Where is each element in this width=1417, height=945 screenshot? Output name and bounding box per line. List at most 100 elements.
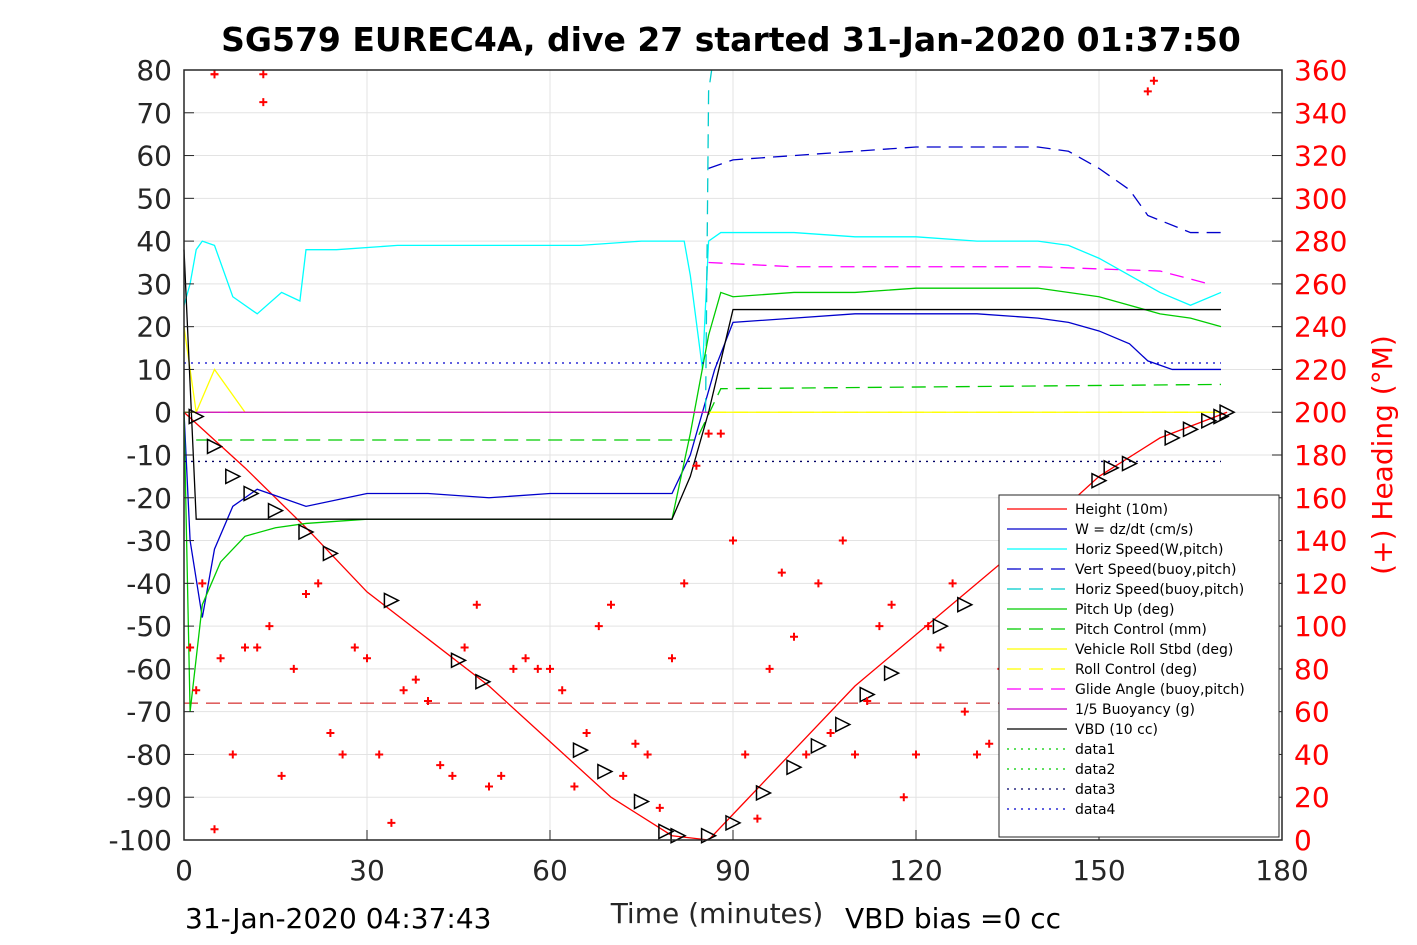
heading-marker xyxy=(802,750,811,759)
legend-label: Vert Speed(buoy,pitch) xyxy=(1075,562,1237,578)
legend-label: Pitch Up (deg) xyxy=(1075,602,1174,618)
y-tick-label: -30 xyxy=(126,525,172,558)
y-tick-label: 0 xyxy=(154,396,172,429)
heading-marker xyxy=(948,579,957,588)
heading-marker xyxy=(497,771,506,780)
height-marker xyxy=(835,716,852,733)
y-tick-label: -40 xyxy=(126,567,172,600)
heading-marker xyxy=(326,729,335,738)
heading-marker xyxy=(216,654,225,663)
height-marker xyxy=(633,793,651,810)
heading-marker xyxy=(692,461,701,470)
heading-marker xyxy=(814,579,823,588)
height-marker xyxy=(188,408,205,425)
legend-label: VBD (10 cc) xyxy=(1075,722,1158,738)
legend-label: data3 xyxy=(1075,782,1115,798)
heading-marker xyxy=(643,750,652,759)
heading-marker xyxy=(448,771,457,780)
heading-marker xyxy=(241,643,249,652)
heading-marker xyxy=(570,782,579,791)
y-tick-label: 50 xyxy=(136,182,172,215)
legend-label: Horiz Speed(buoy,pitch) xyxy=(1075,582,1244,598)
y2-tick-label: 240 xyxy=(1294,311,1347,344)
y-tick-label: -100 xyxy=(108,824,172,857)
heading-marker xyxy=(582,729,591,738)
height-marker xyxy=(670,827,687,844)
heading-marker xyxy=(680,579,689,588)
heading-marker xyxy=(198,579,207,588)
heading-marker xyxy=(460,643,469,652)
series-line xyxy=(704,69,713,413)
height-marker xyxy=(810,737,828,755)
legend-label: Horiz Speed(W,pitch) xyxy=(1075,542,1223,558)
y2-tick-label: 100 xyxy=(1294,610,1347,643)
heading-marker xyxy=(985,739,994,748)
height-marker xyxy=(267,502,285,519)
series-line xyxy=(708,261,1209,285)
legend-label: Pitch Control (mm) xyxy=(1075,622,1207,638)
series-line xyxy=(183,249,1221,520)
heading-marker xyxy=(668,654,676,663)
heading-marker xyxy=(210,70,219,79)
heading-marker xyxy=(338,750,347,759)
heading-marker xyxy=(210,825,219,834)
y2-tick-label: 180 xyxy=(1294,439,1347,472)
y2-tick-label: 20 xyxy=(1294,781,1330,814)
heading-marker xyxy=(259,98,268,107)
heading-marker xyxy=(265,622,274,631)
series-line xyxy=(708,146,1221,234)
height-marker xyxy=(1219,404,1236,421)
y2-axis-label: (+) Heading (°M) xyxy=(1366,335,1399,575)
y2-tick-label: 80 xyxy=(1294,653,1330,686)
height-marker xyxy=(1091,472,1108,489)
heading-marker xyxy=(314,579,323,588)
legend-label: Glide Angle (buoy,pitch) xyxy=(1075,682,1245,698)
height-marker xyxy=(572,741,590,759)
heading-marker xyxy=(765,664,774,673)
y2-tick-label: 140 xyxy=(1294,525,1347,558)
y2-tick-label: 300 xyxy=(1294,182,1347,215)
x-tick-label: 120 xyxy=(889,854,942,887)
heading-marker xyxy=(790,632,798,641)
height-marker xyxy=(1164,429,1181,447)
heading-marker xyxy=(387,818,396,827)
x-tick-label: 30 xyxy=(349,854,385,887)
heading-marker xyxy=(851,750,859,759)
heading-marker xyxy=(375,750,384,759)
height-marker xyxy=(1213,408,1230,425)
x-axis: 0 30 60 90 120 150 180 xyxy=(175,830,1309,887)
heading-marker xyxy=(960,707,969,716)
height-marker xyxy=(725,814,742,832)
x-tick-label: 0 xyxy=(175,854,193,887)
heading-marker xyxy=(1149,76,1158,85)
heading-marker xyxy=(838,536,847,545)
y2-tick-label: 320 xyxy=(1294,140,1347,173)
height-marker xyxy=(755,784,773,802)
y2-tick-label: 120 xyxy=(1294,567,1347,600)
legend-label: data4 xyxy=(1075,802,1116,818)
heading-marker xyxy=(741,750,750,759)
y2-tick-label: 340 xyxy=(1294,97,1347,130)
heading-marker xyxy=(350,643,359,652)
y-tick-label: 70 xyxy=(136,97,172,130)
legend-label: Height (10m) xyxy=(1075,502,1168,518)
y2-tick-label: 160 xyxy=(1294,482,1347,515)
heading-marker xyxy=(546,664,554,673)
heading-marker xyxy=(533,664,542,673)
height-marker xyxy=(700,827,718,844)
height-marker xyxy=(475,673,492,690)
height-marker xyxy=(883,664,901,682)
heading-marker xyxy=(399,686,408,695)
heading-marker xyxy=(863,696,872,705)
legend-label: W = dz/dt (cm/s) xyxy=(1075,522,1194,538)
height-marker xyxy=(658,823,675,840)
x-axis-label: Time (minutes) xyxy=(610,897,824,930)
x-tick-label: 180 xyxy=(1255,854,1308,887)
y-axis-left: 80 70 60 50 40 30 20 10 0 -10 -20 -30 -40 -50 -60 -70 -8… xyxy=(108,54,194,857)
x-tick-label: 90 xyxy=(715,854,751,887)
heading-marker xyxy=(521,654,530,663)
x-tick-label: 60 xyxy=(532,854,568,887)
heading-marker xyxy=(936,643,945,652)
heading-marker xyxy=(607,600,615,609)
